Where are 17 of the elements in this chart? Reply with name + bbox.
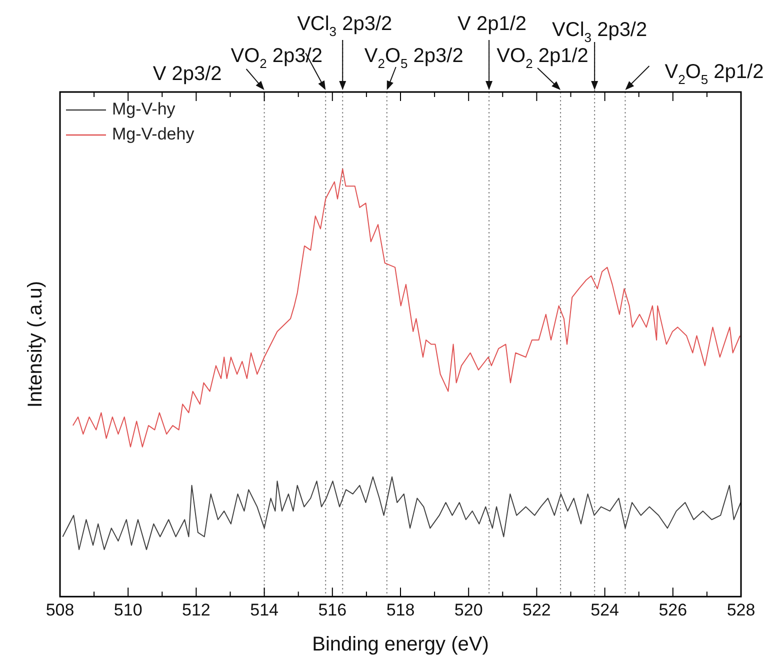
x-tick-label: 516	[318, 600, 347, 620]
x-tick-label: 508	[46, 600, 74, 620]
legend-label: Mg-V-hy	[112, 100, 176, 119]
ref-line-label: V 2p3/2	[152, 63, 222, 85]
x-axis-title: Binding energy (eV)	[312, 634, 489, 656]
y-axis-title: Intensity (.a.u)	[24, 280, 47, 408]
x-tick-label: 514	[250, 600, 278, 620]
x-tick-label: 528	[726, 600, 756, 620]
x-tick-label: 520	[454, 600, 483, 620]
x-tick-label: 510	[114, 600, 142, 620]
ref-line-label: V 2p1/2	[458, 13, 527, 35]
legend-label: Mg-V-dehy	[112, 124, 195, 144]
x-tick-label: 518	[386, 600, 415, 620]
x-tick-label: 512	[182, 600, 210, 620]
x-tick-label: 524	[590, 600, 619, 620]
x-tick-label: 526	[658, 600, 688, 620]
x-tick-label: 522	[522, 600, 551, 620]
